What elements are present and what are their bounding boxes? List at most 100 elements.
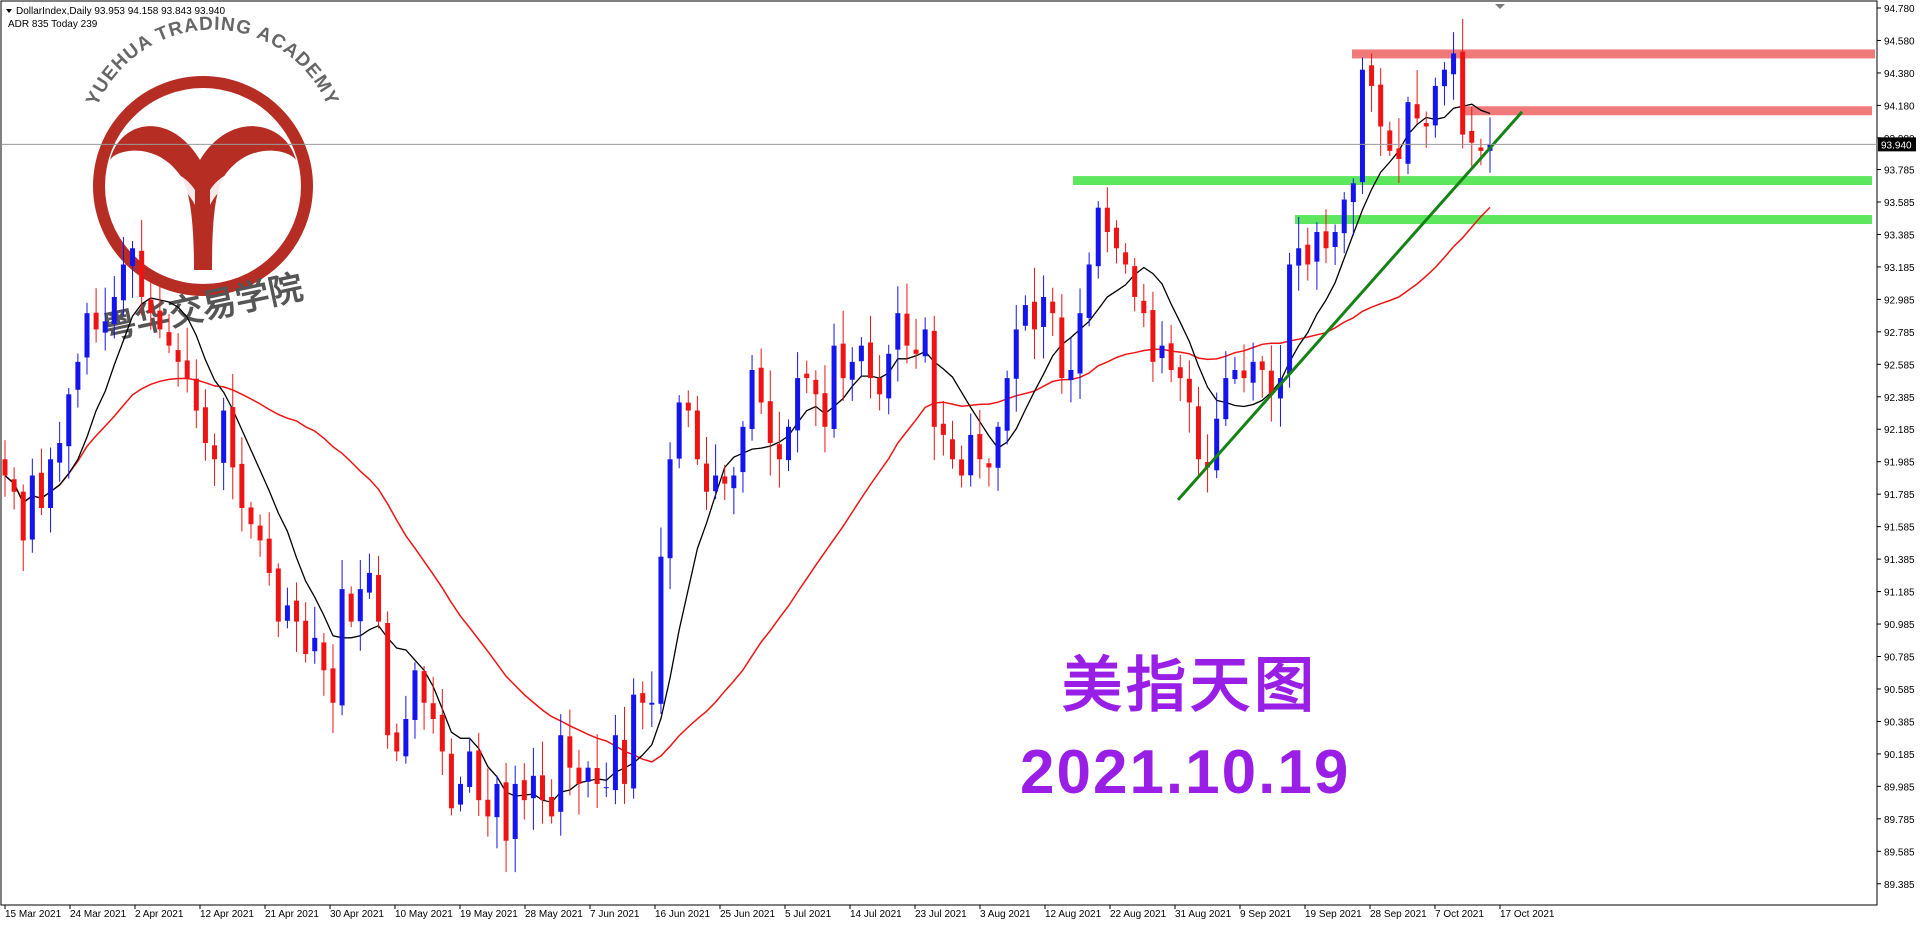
y-tick-label: 94.580 xyxy=(1884,36,1915,47)
candle-body xyxy=(1123,252,1129,265)
candle-body xyxy=(895,313,901,350)
candle-body xyxy=(1132,266,1138,297)
candle-body xyxy=(1159,345,1165,359)
candle-body xyxy=(1232,369,1238,380)
candle-body xyxy=(749,369,755,429)
candle-body xyxy=(148,299,154,314)
candle-body xyxy=(57,443,63,463)
x-tick-label: 19 May 2021 xyxy=(460,909,518,920)
y-tick-label: 93.185 xyxy=(1884,263,1915,274)
candle-body xyxy=(995,426,1001,468)
candle-body xyxy=(922,329,928,357)
candle-body xyxy=(430,703,436,720)
candle-body xyxy=(1323,231,1329,249)
candle-body xyxy=(1113,227,1119,249)
x-tick-label: 9 Sep 2021 xyxy=(1240,909,1292,920)
y-tick-label: 92.585 xyxy=(1884,360,1915,371)
candle-body xyxy=(476,750,482,801)
candle-body xyxy=(1013,329,1019,379)
candle-body xyxy=(667,459,673,559)
y-tick-label: 92.985 xyxy=(1884,295,1915,306)
candle-body xyxy=(649,702,655,705)
logo-ring-icon xyxy=(93,76,313,296)
candle-body xyxy=(394,732,400,752)
candle-body xyxy=(38,472,44,508)
x-tick-label: 19 Sep 2021 xyxy=(1305,909,1362,920)
candle-body xyxy=(731,475,737,489)
candle-body xyxy=(704,463,710,492)
x-tick-label: 14 Jul 2021 xyxy=(850,909,902,920)
y-tick-label: 92.385 xyxy=(1884,393,1915,404)
candle-body xyxy=(904,313,910,346)
candle-body xyxy=(858,345,864,362)
candle-body xyxy=(66,394,72,447)
candle-body xyxy=(412,670,418,720)
candles xyxy=(2,18,1493,873)
candle-body xyxy=(1150,310,1156,362)
x-tick-label: 22 Aug 2021 xyxy=(1110,909,1167,920)
x-tick-label: 7 Oct 2021 xyxy=(1435,909,1484,920)
y-tick-label: 90.585 xyxy=(1884,685,1915,696)
candle-body xyxy=(886,353,892,399)
y-tick-label: 93.980 xyxy=(1884,134,1915,145)
x-tick-label: 31 Aug 2021 xyxy=(1175,909,1232,920)
candle-body xyxy=(1405,102,1411,164)
candle-body xyxy=(239,463,245,508)
candle-body xyxy=(1469,130,1475,143)
candle-body xyxy=(658,556,664,704)
y-tick-label: 90.985 xyxy=(1884,620,1915,631)
candle-body xyxy=(366,572,372,593)
candle-body xyxy=(1423,123,1429,127)
ma-slow-line xyxy=(4,206,1491,763)
candle-body xyxy=(585,767,591,782)
y-tick-label: 93.385 xyxy=(1884,230,1915,241)
chart-menu-triangle-icon[interactable] xyxy=(6,9,12,13)
candle-body xyxy=(758,367,764,403)
candle-body xyxy=(102,321,108,333)
candle-body xyxy=(75,361,81,390)
candle-body xyxy=(248,507,254,525)
candle-body xyxy=(494,783,500,818)
candle-body xyxy=(303,620,309,655)
y-tick-label: 89.585 xyxy=(1884,847,1915,858)
resistance-zone xyxy=(1462,106,1872,116)
candle-body xyxy=(202,407,208,444)
candle-body xyxy=(1186,378,1192,403)
candle-body xyxy=(640,693,646,703)
uptrend-line xyxy=(1176,110,1524,501)
candle-body xyxy=(1432,85,1438,126)
candle-body xyxy=(877,377,883,395)
chart-shift-marker[interactable] xyxy=(1495,4,1505,9)
candle-body xyxy=(740,426,746,473)
y-tick-label: 90.385 xyxy=(1884,717,1915,728)
x-tick-label: 24 Mar 2021 xyxy=(70,909,127,920)
x-tick-label: 7 Jun 2021 xyxy=(590,909,640,920)
plot-area xyxy=(0,0,1878,906)
candle-body xyxy=(521,780,527,801)
x-tick-label: 12 Aug 2021 xyxy=(1045,909,1102,920)
current-price-label: 93.940 xyxy=(1881,140,1912,151)
candle-body xyxy=(439,714,445,752)
candle-body xyxy=(467,751,473,787)
candle-body xyxy=(612,735,618,791)
x-tick-label: 21 Apr 2021 xyxy=(265,909,319,920)
x-tick-label: 17 Oct 2021 xyxy=(1500,909,1555,920)
candle-body xyxy=(1050,301,1056,314)
x-tick-label: 5 Jul 2021 xyxy=(785,909,832,920)
y-tick-label: 92.785 xyxy=(1884,328,1915,339)
moving-averages xyxy=(4,103,1491,803)
candle-body xyxy=(1223,378,1229,420)
candle-body xyxy=(831,345,837,429)
candle-body xyxy=(1277,378,1283,399)
candle-body xyxy=(275,568,281,622)
overlay-title: 美指天图 xyxy=(1062,652,1318,719)
y-tick-label: 89.385 xyxy=(1884,880,1915,891)
y-tick-label: 94.180 xyxy=(1884,101,1915,112)
candle-body xyxy=(567,736,573,768)
candle-body xyxy=(111,296,117,324)
candle-body xyxy=(676,402,682,459)
candle-body xyxy=(1305,244,1311,265)
y-tick-label: 92.185 xyxy=(1884,425,1915,436)
current-price-tag xyxy=(1878,137,1916,152)
